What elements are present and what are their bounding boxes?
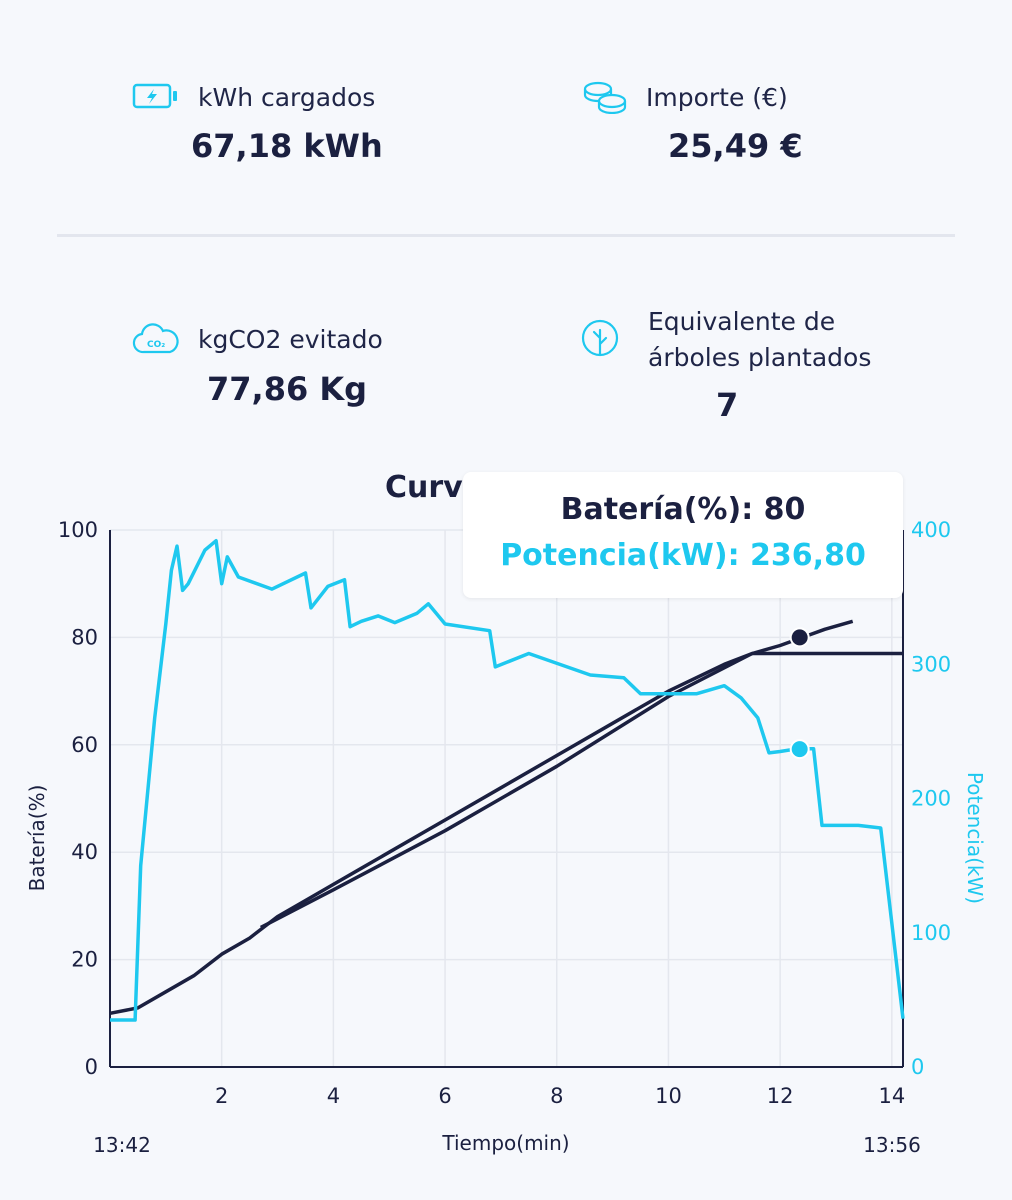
y-right-tick-label: 0 [911, 1055, 924, 1079]
markers [789, 627, 810, 760]
series-line-0 [109, 619, 854, 1016]
start-time-label: 13:42 [93, 1133, 151, 1157]
x-tick-label: 12 [767, 1084, 794, 1108]
y-right-tick-label: 200 [911, 787, 951, 811]
stat-importe-value: 25,49 € [668, 127, 803, 165]
stat-co2-label: kgCO2 evitado [198, 325, 383, 354]
y-left-tick-label: 0 [85, 1055, 98, 1079]
y-right-tick-label: 400 [911, 518, 951, 542]
x-tick-label: 8 [550, 1084, 563, 1108]
series-line-2 [110, 538, 905, 1022]
end-time-label: 13:56 [863, 1133, 921, 1157]
stat-arboles-label-2: árboles plantados [648, 343, 872, 372]
co2-cloud-icon: CO₂ [132, 322, 180, 360]
y-axis-label-right: Potencia(kW) [963, 772, 987, 904]
axes: 0 20 40 60 80 100 0 100 200 300 400 2 4 6 8 10 12 14 [58, 518, 951, 1108]
chart-tooltip: Batería(%): 80 Potencia(kW): 236,80 [463, 472, 903, 598]
y-left-tick-label: 100 [58, 518, 98, 542]
series [109, 538, 905, 1022]
tooltip-battery: Batería(%): 80 [560, 492, 806, 527]
stat-kwh-label: kWh cargados [198, 83, 376, 112]
series-line-1 [259, 651, 903, 929]
chart: 0 20 40 60 80 100 0 100 200 300 400 2 4 6 8 10 12 14 Tiem… [25, 518, 987, 1157]
x-tick-label: 14 [878, 1084, 905, 1108]
stat-arboles-value: 7 [716, 386, 739, 424]
grid-lines [110, 529, 903, 1067]
y-right-tick-label: 100 [911, 921, 951, 945]
battery-highlight-point [789, 627, 810, 648]
y-axis-label-left: Batería(%) [25, 785, 49, 892]
stat-co2-value: 77,86 Kg [207, 370, 368, 408]
stat-arboles-label-1: Equivalente de [648, 307, 836, 336]
y-left-tick-label: 20 [71, 948, 98, 972]
stat-importe-label: Importe (€) [646, 83, 788, 112]
coins-icon [582, 80, 628, 118]
tree-icon [580, 318, 620, 362]
battery-charging-icon [132, 82, 180, 114]
chart-title: Curv [385, 470, 463, 505]
x-tick-label: 4 [327, 1084, 340, 1108]
divider [57, 234, 955, 237]
tooltip-power: Potencia(kW): 236,80 [500, 538, 866, 573]
x-axis-label: Tiempo(min) [441, 1131, 569, 1155]
y-left-tick-label: 80 [71, 625, 98, 649]
svg-text:CO₂: CO₂ [147, 340, 165, 350]
y-left-tick-label: 40 [71, 840, 98, 864]
y-left-tick-label: 60 [71, 733, 98, 757]
y-right-tick-label: 300 [911, 652, 951, 676]
power-highlight-point [789, 739, 810, 760]
x-tick-label: 2 [215, 1084, 228, 1108]
x-tick-label: 10 [655, 1084, 682, 1108]
x-tick-label: 6 [438, 1084, 451, 1108]
stat-kwh-value: 67,18 kWh [191, 127, 383, 165]
